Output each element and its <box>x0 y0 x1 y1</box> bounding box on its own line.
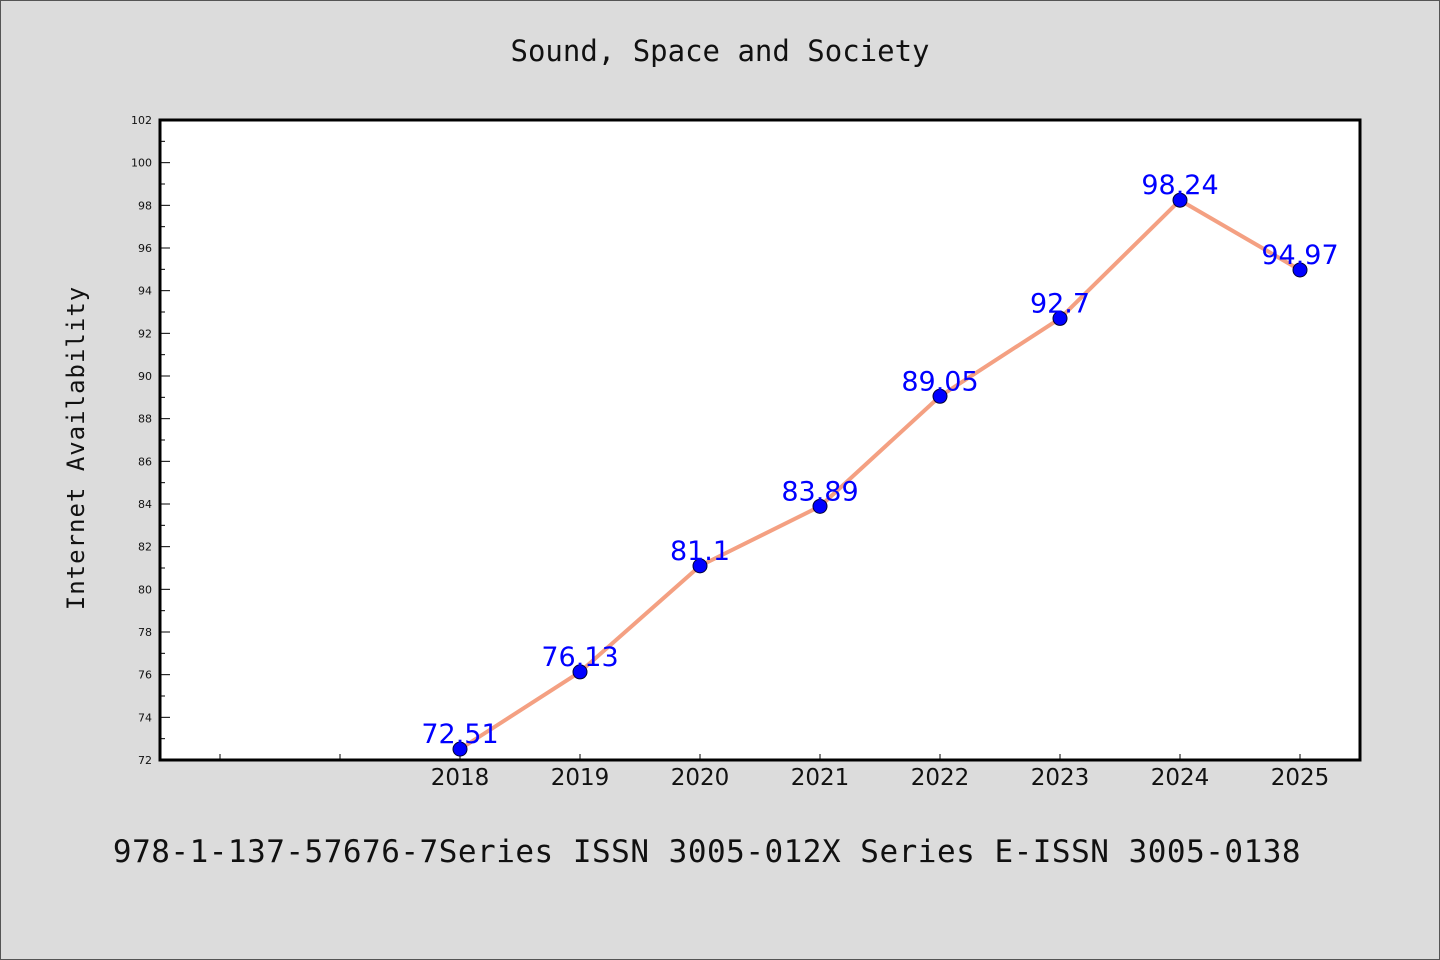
data-label: 89.05 <box>901 366 978 397</box>
series-layer: 72.51 76.13 81.1 83.89 89.05 92.7 98.24 94.97 <box>421 170 1339 757</box>
data-point <box>812 498 828 514</box>
y-tick-label: 88 <box>138 413 152 426</box>
x-tick-label: 2023 <box>1031 765 1090 791</box>
y-tick-label: 92 <box>138 327 152 340</box>
data-point <box>572 664 588 680</box>
data-label: 83.89 <box>781 476 858 507</box>
data-label: 81.1 <box>670 536 730 567</box>
data-point <box>452 741 468 757</box>
series-line <box>458 198 1302 751</box>
y-tick-label: 94 <box>138 285 152 298</box>
y-axis-label: Internet Availability <box>62 286 90 610</box>
y-tick-label: 72 <box>138 754 152 767</box>
data-point <box>1172 192 1188 208</box>
chart-title: Sound, Space and Society <box>510 34 930 68</box>
y-tick-label: 90 <box>138 370 152 383</box>
x-tick-label: 2022 <box>911 765 970 791</box>
plot-area <box>158 118 1362 762</box>
x-tick-label: 2025 <box>1271 765 1330 791</box>
y-tick-label: 98 <box>138 199 152 212</box>
isbn-issn-footer: 978-1-137-57676-7Series ISSN 3005-012X S… <box>112 834 1302 870</box>
x-tick-label: 2019 <box>551 765 610 791</box>
data-point <box>932 388 948 404</box>
y-tick-label: 82 <box>138 541 152 554</box>
x-tick-label: 2024 <box>1151 765 1210 791</box>
data-label: 92.7 <box>1030 288 1090 319</box>
x-tick-label: 2020 <box>671 765 730 791</box>
data-label: 76.13 <box>541 642 618 673</box>
y-tick-label: 102 <box>131 114 152 127</box>
x-tick-label: 2021 <box>791 765 850 791</box>
x-axis: 2018 2019 2020 2021 2022 2023 2024 2025 <box>219 754 1330 791</box>
y-tick-label: 100 <box>131 157 152 170</box>
data-point <box>692 558 708 574</box>
data-point <box>1052 310 1068 326</box>
y-tick-label: 80 <box>138 583 152 596</box>
x-tick-label: 2018 <box>431 765 490 791</box>
y-tick-label: 74 <box>138 711 152 724</box>
y-tick-label: 86 <box>138 455 152 468</box>
y-tick-label: 84 <box>138 498 152 511</box>
y-axis: 72 74 76 78 80 82 84 86 88 90 92 94 96 98 100 102 <box>131 114 170 767</box>
y-tick-label: 96 <box>138 242 152 255</box>
data-label: 72.51 <box>421 719 498 750</box>
y-tick-label: 76 <box>138 669 152 682</box>
data-label: 94.97 <box>1261 240 1338 271</box>
y-tick-label: 78 <box>138 626 152 639</box>
data-label: 98.24 <box>1141 170 1218 201</box>
data-point <box>1292 262 1308 278</box>
